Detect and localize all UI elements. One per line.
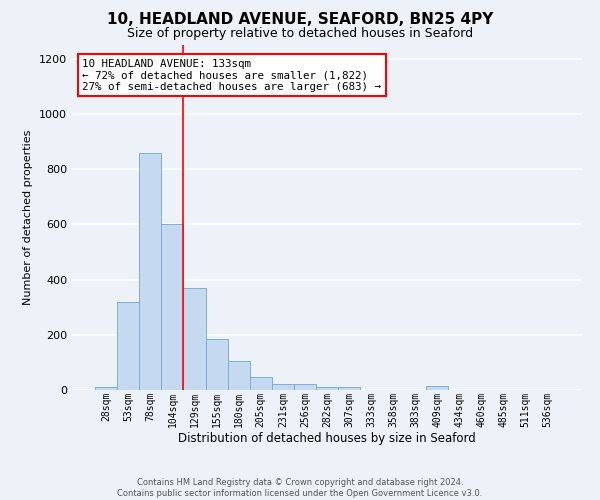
Bar — [95, 387, 117, 390]
Bar — [139, 152, 161, 390]
Bar — [161, 224, 184, 390]
Y-axis label: Number of detached properties: Number of detached properties — [23, 130, 34, 305]
Text: 10 HEADLAND AVENUE: 133sqm
← 72% of detached houses are smaller (1,822)
27% of s: 10 HEADLAND AVENUE: 133sqm ← 72% of deta… — [82, 59, 381, 92]
Bar — [117, 302, 139, 390]
Bar — [294, 384, 316, 390]
Bar — [316, 387, 338, 390]
X-axis label: Distribution of detached houses by size in Seaford: Distribution of detached houses by size … — [178, 432, 476, 445]
Bar — [427, 386, 448, 390]
Bar — [227, 361, 250, 390]
Bar — [206, 339, 227, 390]
Text: Contains HM Land Registry data © Crown copyright and database right 2024.
Contai: Contains HM Land Registry data © Crown c… — [118, 478, 482, 498]
Bar — [184, 288, 206, 390]
Bar — [250, 377, 272, 390]
Bar — [338, 387, 360, 390]
Bar — [272, 384, 294, 390]
Text: 10, HEADLAND AVENUE, SEAFORD, BN25 4PY: 10, HEADLAND AVENUE, SEAFORD, BN25 4PY — [107, 12, 493, 28]
Text: Size of property relative to detached houses in Seaford: Size of property relative to detached ho… — [127, 28, 473, 40]
